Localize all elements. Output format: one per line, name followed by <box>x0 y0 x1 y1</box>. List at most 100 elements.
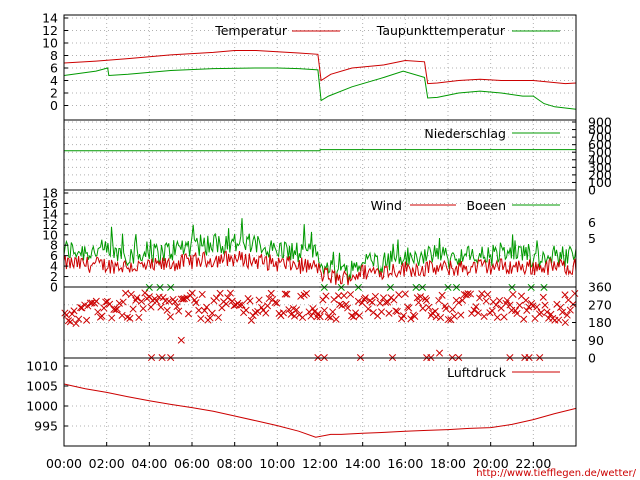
direction-point <box>431 307 439 315</box>
temperature-series-taupunkttemperatur <box>63 67 577 110</box>
direction-point <box>500 313 508 321</box>
direction-point <box>561 318 569 327</box>
direction-point <box>495 297 504 305</box>
wind_direction-ytick-label: 270 <box>588 297 612 312</box>
direction-point <box>474 309 482 317</box>
direction-point <box>180 295 188 303</box>
direction-point <box>235 301 244 309</box>
direction-point <box>285 306 293 314</box>
direction-point <box>522 296 530 304</box>
direction-point <box>102 298 110 306</box>
direction-point <box>316 313 324 321</box>
legend-luftdruck: Luftdruck <box>447 365 507 380</box>
direction-point <box>139 305 147 313</box>
direction-point <box>147 303 155 311</box>
direction-point <box>106 300 114 308</box>
direction-point <box>246 297 254 305</box>
direction-point <box>216 289 224 297</box>
direction-point <box>399 312 408 320</box>
direction-point <box>468 309 476 318</box>
direction-point <box>112 306 120 314</box>
temperature-ytick-label: 12 <box>42 23 58 38</box>
direction-point <box>184 310 193 318</box>
direction-point <box>332 315 340 323</box>
temperature-ytick-label: 0 <box>50 98 58 113</box>
direction-point <box>83 316 91 324</box>
direction-point <box>327 313 335 321</box>
direction-point <box>320 306 328 314</box>
direction-point <box>287 310 295 318</box>
direction-point <box>368 298 376 306</box>
direction-point <box>395 291 403 299</box>
direction-point <box>224 294 232 302</box>
direction-point <box>529 302 537 310</box>
temperature-series-temperatur <box>63 50 577 85</box>
direction-point <box>450 312 458 320</box>
direction-point <box>322 292 330 300</box>
legend-niederschlag: Niederschlag <box>424 126 506 141</box>
direction-point <box>516 301 524 309</box>
direction-point <box>222 300 230 308</box>
wind-series-wind <box>63 250 577 286</box>
pressure-ytick-label: 1010 <box>26 359 58 374</box>
direction-point <box>558 308 567 316</box>
direction-point <box>342 300 350 308</box>
direction-point <box>571 289 579 298</box>
direction-point <box>197 315 205 323</box>
direction-point <box>198 290 206 298</box>
x-tick-label: 10:00 <box>259 456 295 471</box>
direction-point <box>281 290 289 298</box>
frame-layer <box>63 14 577 447</box>
wind-ytick-label: 6 <box>50 248 58 263</box>
direction-point <box>442 305 450 313</box>
direction-point <box>64 317 73 325</box>
legend-wind: Wind <box>371 198 402 213</box>
direction-point <box>523 306 531 314</box>
direction-point <box>113 305 121 313</box>
wind-ytick-label: 2 <box>50 269 58 284</box>
temperature-ytick-label: 4 <box>50 73 58 88</box>
temperature-ytick-label: 14 <box>42 11 58 26</box>
direction-point <box>157 303 165 311</box>
wind-ytick-label: 14 <box>42 206 58 221</box>
direction-point <box>506 301 514 309</box>
direction-point <box>407 315 415 323</box>
direction-point <box>153 297 161 305</box>
direction-point <box>214 313 222 322</box>
direction-point <box>177 295 185 303</box>
precipitation-ytick-label: 600 <box>588 137 612 152</box>
wind-ytick-label: 18 <box>42 186 58 201</box>
direction-point <box>405 304 413 312</box>
text-layer: 0246810121401002003004005006007008009000… <box>26 11 612 472</box>
direction-point <box>354 297 362 305</box>
direction-point <box>267 289 275 297</box>
direction-point <box>271 298 279 307</box>
direction-point <box>129 305 137 313</box>
temperature-ytick-label: 10 <box>42 36 58 51</box>
direction-point <box>509 290 517 298</box>
direction-point <box>127 290 135 298</box>
data-layer <box>61 50 579 438</box>
direction-point <box>115 299 123 307</box>
direction-point <box>513 309 521 318</box>
direction-point <box>66 318 74 326</box>
direction-point <box>421 295 429 303</box>
direction-point <box>411 312 419 320</box>
direction-point <box>384 298 392 306</box>
direction-point <box>329 308 337 316</box>
precipitation-ytick-label: 900 <box>588 115 612 130</box>
wind-ytick-label: 16 <box>42 196 58 211</box>
wind_direction-ytick-label: 90 <box>588 333 604 348</box>
pressure-ytick-label: 995 <box>34 419 58 434</box>
direction-point <box>352 309 360 317</box>
direction-point <box>123 313 131 321</box>
direction-point <box>444 315 452 324</box>
precipitation-ytick-label: 800 <box>588 122 612 137</box>
direction-point <box>201 307 209 315</box>
temperature-ytick-label: 8 <box>50 48 58 63</box>
direction-point <box>422 297 431 305</box>
direction-point <box>361 294 369 302</box>
direction-point <box>251 309 259 317</box>
precipitation-ytick-label: 300 <box>588 160 612 175</box>
